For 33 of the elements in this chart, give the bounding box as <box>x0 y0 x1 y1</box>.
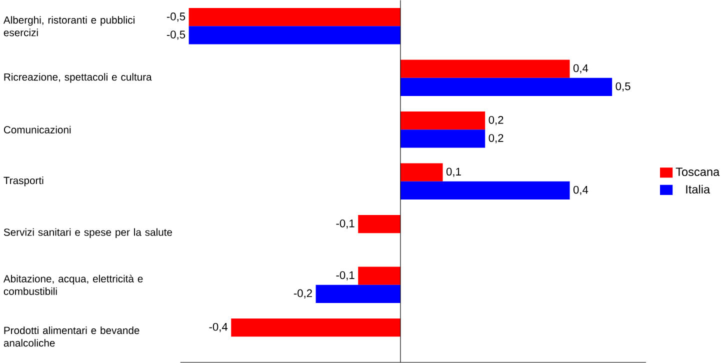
data-label: 0,4 <box>573 64 588 74</box>
bar <box>188 26 400 44</box>
data-label: 0,1 <box>446 168 461 178</box>
legend-label: Italia <box>686 184 710 194</box>
bar <box>231 318 400 337</box>
bar <box>188 8 400 26</box>
y-tick-label: Ricreazione, spettacoli e cultura <box>4 73 152 83</box>
bar <box>358 266 400 285</box>
data-label: 0,2 <box>488 134 504 144</box>
bar <box>400 78 612 96</box>
y-tick-label: Comunicazioni <box>4 126 71 134</box>
data-label: 0,5 <box>616 82 630 92</box>
bar <box>358 215 400 234</box>
data-label: -0,5 <box>166 12 186 22</box>
data-label: -0,5 <box>166 30 186 40</box>
data-label: 0,2 <box>488 116 504 126</box>
y-tick-label: Alberghi, ristoranti e pubblici esercizi <box>3 16 134 36</box>
data-label: -0,4 <box>209 323 228 332</box>
y-tick-label: Servizi sanitari e spese per la salute <box>4 228 172 238</box>
bar <box>400 130 486 148</box>
bar <box>400 163 443 182</box>
legend-label: Toscana <box>676 168 720 176</box>
bar <box>316 284 400 304</box>
data-label: -0,2 <box>294 289 312 299</box>
y-tick-label: Abitazione, acqua, elettricità e combustibili <box>3 274 143 296</box>
bar <box>400 60 570 78</box>
y-tick-label: Prodotti alimentari e bevande analcoliche <box>4 326 140 347</box>
bar <box>400 181 570 200</box>
y-tick-label: Trasporti <box>4 176 44 186</box>
data-label: 0,4 <box>573 186 588 196</box>
data-label: -0,1 <box>336 271 354 280</box>
data-label: -0,1 <box>336 220 354 229</box>
bar <box>400 112 486 130</box>
